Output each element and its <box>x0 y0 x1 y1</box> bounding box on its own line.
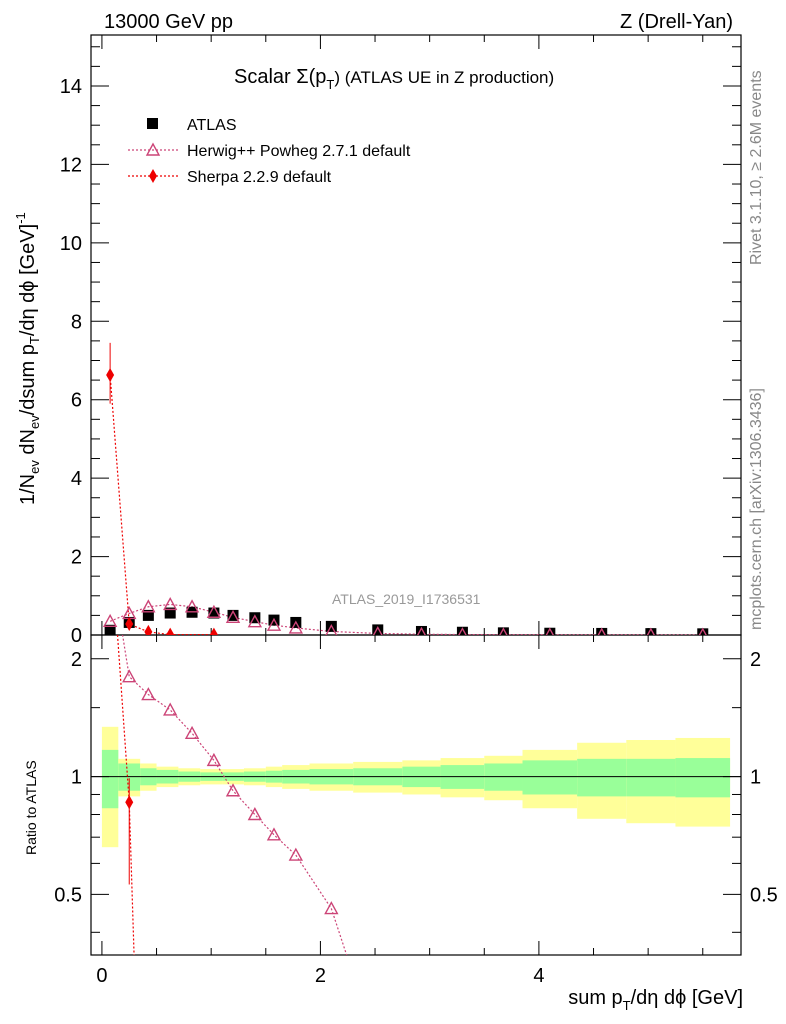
herwig-ratio-point <box>122 669 137 683</box>
sherpa-ratio-point <box>125 795 134 810</box>
legend-sherpa-label: Sherpa 2.2.9 default <box>187 169 332 186</box>
herwig-point <box>266 617 282 631</box>
analysis-watermark: ATLAS_2019_I1736531 <box>332 591 481 607</box>
herwig-point <box>646 627 655 635</box>
ratio-tick-label-left: 0.5 <box>54 884 82 906</box>
atlas-point <box>596 627 608 635</box>
y-tick-label: 12 <box>60 154 82 176</box>
legend: ATLAS Herwig++ Powheg 2.7.1 default Sher… <box>128 117 411 186</box>
green-band-bin <box>118 763 141 791</box>
herwig-ratio-point <box>324 901 339 915</box>
green-band-bin <box>484 763 523 791</box>
rivet-label: Rivet 3.1.10, ≥ 2.6M events <box>748 70 765 265</box>
sherpa-main-line <box>109 374 214 635</box>
herwig-point <box>247 614 263 628</box>
herwig-ratio-point <box>184 725 200 739</box>
x-tick-label: 2 <box>315 965 326 987</box>
herwig-point <box>698 627 707 635</box>
y-tick-label: 0 <box>71 625 82 647</box>
x-axis-label: sum pT/dη dϕ [GeV] <box>568 987 743 1013</box>
main-series <box>102 342 709 635</box>
mcplots-label: mcplots.cern.ch [arXiv:1306.3436] <box>748 388 765 630</box>
main-y-axis-label: 1/Nev dNev/dsum pT/dη dϕ [GeV]-1 <box>13 212 42 505</box>
ratio-tick-label-right: 0.5 <box>750 884 778 906</box>
atlas-point <box>164 607 176 619</box>
sherpa-point <box>209 627 218 635</box>
atlas-point <box>415 625 427 635</box>
herwig-point <box>288 620 304 634</box>
herwig-point <box>372 625 383 635</box>
green-band-bin <box>675 758 731 798</box>
atlas-point <box>249 612 261 624</box>
herwig-point <box>416 626 426 635</box>
y-tick-label: 14 <box>60 76 82 98</box>
herwig-point <box>325 624 338 635</box>
herwig-point <box>458 627 467 635</box>
herwig-main-line <box>109 603 703 635</box>
herwig-point <box>225 609 241 624</box>
atlas-point <box>227 609 239 621</box>
green-band-bin <box>626 758 676 797</box>
sherpa-point <box>144 624 153 635</box>
x-tick-label: 0 <box>96 965 107 987</box>
atlas-point <box>208 607 220 619</box>
y-tick-label: 8 <box>71 311 82 333</box>
ratio-tick-label-left: 1 <box>71 767 82 789</box>
chart-title: Scalar Σ(pT) (ATLAS UE in Z production) <box>234 66 554 92</box>
atlas-point <box>697 628 709 635</box>
x-tick-label: 4 <box>533 965 544 987</box>
ratio-tick-label-left: 2 <box>71 649 82 671</box>
ratio-series <box>116 635 348 955</box>
herwig-point <box>206 604 222 618</box>
herwig-ratio-point <box>163 702 178 716</box>
atlas-point <box>544 627 556 635</box>
herwig-ratio-point <box>266 827 282 841</box>
green-band-bin <box>101 749 119 809</box>
legend-herwig-marker <box>145 142 161 156</box>
herwig-ratio-point <box>247 807 263 821</box>
herwig-ratio-point <box>141 687 156 701</box>
herwig-ratio-point <box>206 752 222 767</box>
atlas-point <box>142 609 154 621</box>
herwig-point <box>499 627 508 635</box>
header-left: 13000 GeV pp <box>104 11 233 33</box>
ratio-tick-label-right: 1 <box>750 767 761 789</box>
green-band-bin <box>577 758 627 797</box>
herwig-point <box>184 599 200 613</box>
sherpa-point <box>106 368 115 382</box>
y-tick-label: 2 <box>71 547 82 569</box>
sherpa-point <box>125 617 134 632</box>
atlas-point <box>372 624 384 635</box>
legend-atlas-marker <box>147 118 158 129</box>
ratio-y-axis-label: Ratio to ATLAS <box>23 760 39 855</box>
atlas-point <box>497 627 509 635</box>
herwig-point <box>545 627 555 635</box>
ratio-tick-label-right: 2 <box>750 649 761 671</box>
atlas-point <box>104 624 116 635</box>
y-tick-label: 4 <box>71 468 82 490</box>
y-tick-label: 6 <box>71 390 82 412</box>
sherpa-point <box>166 627 175 635</box>
green-band-bin <box>522 760 578 795</box>
herwig-point <box>141 599 156 613</box>
atlas-point <box>456 626 468 635</box>
herwig-ratio-point <box>225 783 241 797</box>
legend-atlas-label: ATLAS <box>187 117 237 134</box>
herwig-point <box>102 613 118 627</box>
herwig-point <box>597 627 606 635</box>
herwig-ratio-point <box>288 847 304 861</box>
uncertainty-bands <box>101 726 731 848</box>
y-tick-label: 10 <box>60 233 82 255</box>
herwig-point <box>163 596 178 611</box>
atlas-point <box>645 628 657 635</box>
legend-sherpa-marker <box>149 169 157 183</box>
header-right: Z (Drell-Yan) <box>620 11 733 33</box>
herwig-ratio-line <box>121 635 348 955</box>
legend-herwig-label: Herwig++ Powheg 2.7.1 default <box>187 143 411 160</box>
